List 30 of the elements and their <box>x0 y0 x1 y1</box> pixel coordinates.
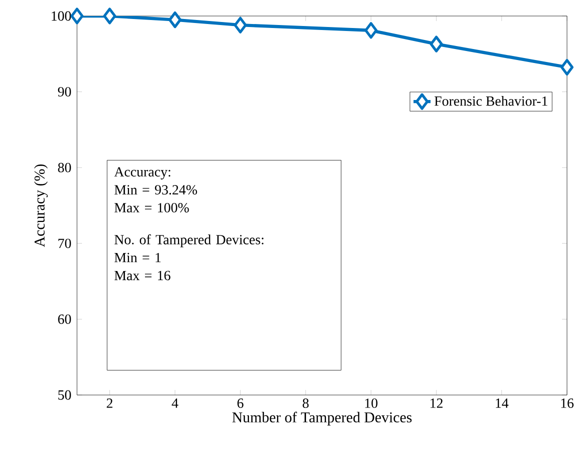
annotation: No. of Tampered Devices: <box>114 234 264 248</box>
x-tick-label: 2 <box>106 398 112 408</box>
x-tick-label: 12 <box>430 398 443 408</box>
point <box>168 11 182 28</box>
point <box>70 8 84 24</box>
x-tick-label: 14 <box>496 398 508 408</box>
annotation: Max = 16 <box>114 270 170 280</box>
annotation: Max = 100% <box>114 203 189 212</box>
point <box>364 22 378 39</box>
legend-label: Forensic Behavior-1 <box>434 96 548 106</box>
y-axis-title: Accuracy (%) <box>34 164 48 248</box>
x-tick-label: 6 <box>237 398 244 408</box>
annotation: Accuracy: <box>114 167 170 180</box>
point <box>560 58 574 76</box>
x-tick-label: 4 <box>172 398 178 408</box>
point <box>430 36 443 52</box>
y-tick-label: 50 <box>58 390 71 400</box>
y-tick-label: 60 <box>58 314 71 324</box>
y-tick-label: 90 <box>58 87 71 97</box>
y-tick-label: 100 <box>52 11 71 21</box>
x-tick-label: 10 <box>365 398 378 408</box>
point <box>234 16 247 34</box>
y-tick-label: 70 <box>58 238 71 248</box>
x-tick-label: 16 <box>561 398 574 408</box>
y-tick-label: 80 <box>58 162 71 172</box>
annotation: Min = 1 <box>114 252 161 262</box>
annotation: Min = 93.24% <box>114 185 198 195</box>
x-tick-label: 8 <box>302 398 309 408</box>
x-axis-title: Number of Tampered Devices <box>232 412 412 426</box>
point <box>103 8 116 24</box>
